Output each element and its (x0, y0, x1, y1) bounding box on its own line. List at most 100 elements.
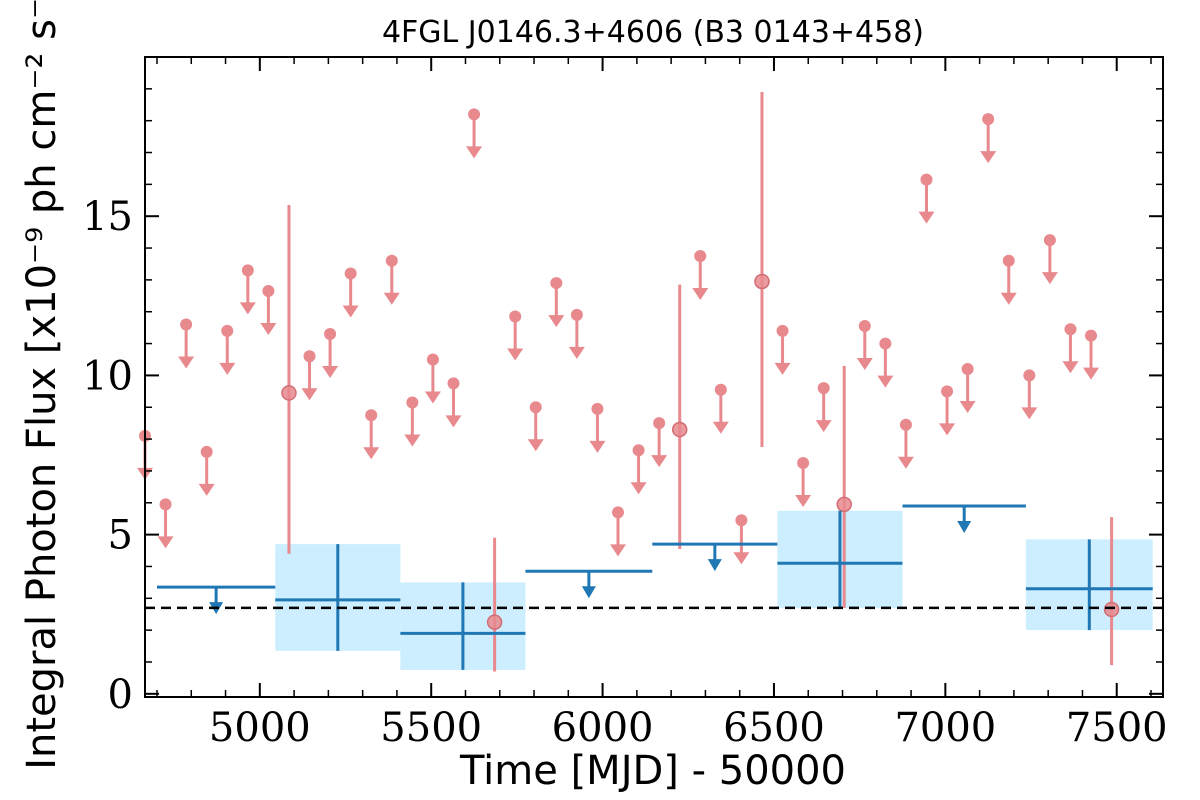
fine-upper-limit-arrow (445, 415, 462, 428)
x-tick-label: 6000 (552, 705, 654, 751)
fine-upper-limit-arrow (260, 323, 277, 336)
fine-upper-limit-marker (159, 498, 172, 511)
fine-detection-marker (486, 614, 503, 630)
fine-upper-limit-arrow (897, 456, 914, 469)
fine-upper-limit-arrow (959, 401, 976, 414)
fine-upper-limit-arrow (363, 447, 380, 460)
fine-upper-limit-marker (735, 514, 748, 527)
fine-upper-limit-arrow (733, 552, 750, 565)
fine-upper-limit-arrow (1000, 292, 1017, 305)
fine-upper-limit-arrow (692, 288, 709, 301)
fine-detection-marker (836, 496, 852, 513)
fine-upper-limit-marker (899, 418, 912, 431)
fine-upper-limit-marker (550, 277, 563, 290)
y-tick-label: 0 (108, 672, 133, 718)
fine-upper-limit-marker (1002, 254, 1015, 267)
fine-upper-limit-marker (324, 328, 337, 341)
fine-upper-limit-arrow (815, 420, 832, 433)
fine-upper-limit-marker (797, 456, 810, 469)
fine-upper-limit-marker (509, 310, 522, 323)
fine-upper-limit-marker (303, 350, 316, 363)
fine-upper-limit-marker (714, 383, 727, 396)
fine-upper-limit-marker (241, 264, 254, 277)
x-tick-label: 7000 (894, 705, 996, 751)
fine-upper-limit-marker (1023, 369, 1036, 382)
coarse-upper-limit-arrow (707, 559, 722, 572)
fine-upper-limit-arrow (918, 211, 935, 224)
fine-upper-limit-marker (612, 506, 625, 519)
x-tick-label: 6500 (723, 705, 825, 751)
fine-upper-limit-marker (180, 318, 193, 331)
fine-upper-limit-marker (920, 173, 933, 186)
fine-upper-limit-marker (817, 382, 830, 395)
x-tick-label: 5000 (209, 705, 311, 751)
fine-upper-limit-marker (776, 324, 789, 337)
fine-upper-limit-marker (858, 320, 871, 333)
plot-frame: 5000 5500 6000 6500 7000 7500 0 5 10 15 (82, 56, 1168, 751)
fine-upper-limit-arrow (1041, 272, 1058, 285)
coarse-upper-limit-arrow (581, 586, 596, 599)
fine-upper-limit-marker (385, 254, 398, 267)
fine-upper-limit-arrow (322, 366, 339, 379)
fine-upper-limit-marker (570, 308, 583, 321)
fine-upper-limit-marker (529, 401, 542, 414)
fine-upper-limit-arrow (877, 375, 894, 388)
y-tick-label: 5 (108, 513, 133, 559)
fine-upper-limit-arrow (404, 434, 421, 447)
fine-upper-limit-marker (447, 377, 460, 390)
fine-upper-limit-marker (941, 385, 954, 398)
fine-upper-limit-marker (982, 113, 995, 126)
x-tick-label: 7500 (1066, 705, 1168, 751)
fine-upper-limit-marker (1064, 323, 1077, 336)
fine-upper-limit-arrow (157, 536, 174, 549)
fine-upper-limit-arrow (795, 494, 812, 507)
fine-upper-limit-marker (694, 250, 707, 263)
fine-upper-limit-arrow (1021, 407, 1038, 420)
fine-upper-limit-arrow (651, 455, 668, 468)
fine-upper-limit-marker (961, 363, 974, 376)
fine-upper-limit-arrow (342, 305, 359, 318)
fine-upper-limit-marker (221, 324, 234, 337)
fine-upper-limit-marker (653, 417, 666, 430)
fine-upper-limit-marker (632, 444, 645, 457)
fine-upper-limit-arrow (507, 348, 524, 361)
fine-upper-limit-arrow (856, 358, 873, 371)
fine-upper-limit-marker (1085, 329, 1098, 342)
fine-upper-limit-arrow (1062, 361, 1079, 374)
fine-upper-limit-arrow (774, 362, 791, 375)
fine-upper-limit-arrow (1083, 367, 1100, 380)
y-tick-label: 15 (82, 194, 133, 240)
fine-upper-limit-arrow (198, 483, 215, 496)
coarse-bin-error-bands (275, 510, 1153, 670)
fine-upper-limit-arrow (568, 346, 585, 359)
fine-upper-limit-arrow (219, 362, 236, 375)
fine-upper-limit-arrow (301, 388, 318, 401)
fine-upper-limit-arrow (178, 356, 195, 369)
fine-upper-limit-arrow (630, 482, 647, 495)
fine-upper-limit-marker (344, 267, 357, 280)
fine-detection-marker (1103, 601, 1120, 618)
fine-upper-limit-marker (1043, 234, 1056, 247)
fine-upper-limit-marker (200, 445, 213, 458)
y-tick-label: 10 (82, 353, 133, 399)
x-tick-label: 5500 (380, 705, 482, 751)
x-axis-label: Time [MJD] - 50000 (459, 748, 846, 794)
fine-upper-limit-marker (468, 108, 481, 121)
fine-detection-marker (671, 421, 688, 438)
fine-upper-limit-arrow (239, 302, 256, 315)
coarse-bin-points (156, 504, 1153, 670)
fine-detection-marker (281, 385, 297, 401)
fine-upper-limit-marker (879, 337, 892, 350)
fine-upper-limit-arrow (939, 423, 956, 436)
fine-upper-limit-marker (262, 285, 275, 298)
y-axis-label: Integral Photon Flux [x10⁻⁹ ph cm⁻² s⁻¹] (19, 0, 65, 770)
fine-detection-marker (754, 273, 770, 290)
fine-upper-limit-arrow (466, 146, 483, 159)
fine-upper-limit-arrow (980, 151, 997, 164)
chart-title: 4FGL J0146.3+4606 (B3 0143+458) (382, 15, 924, 50)
fine-upper-limit-arrow (610, 544, 627, 557)
fine-upper-limit-marker (365, 409, 378, 422)
coarse-upper-limit-arrow (957, 520, 972, 533)
plot-border (144, 56, 1164, 698)
